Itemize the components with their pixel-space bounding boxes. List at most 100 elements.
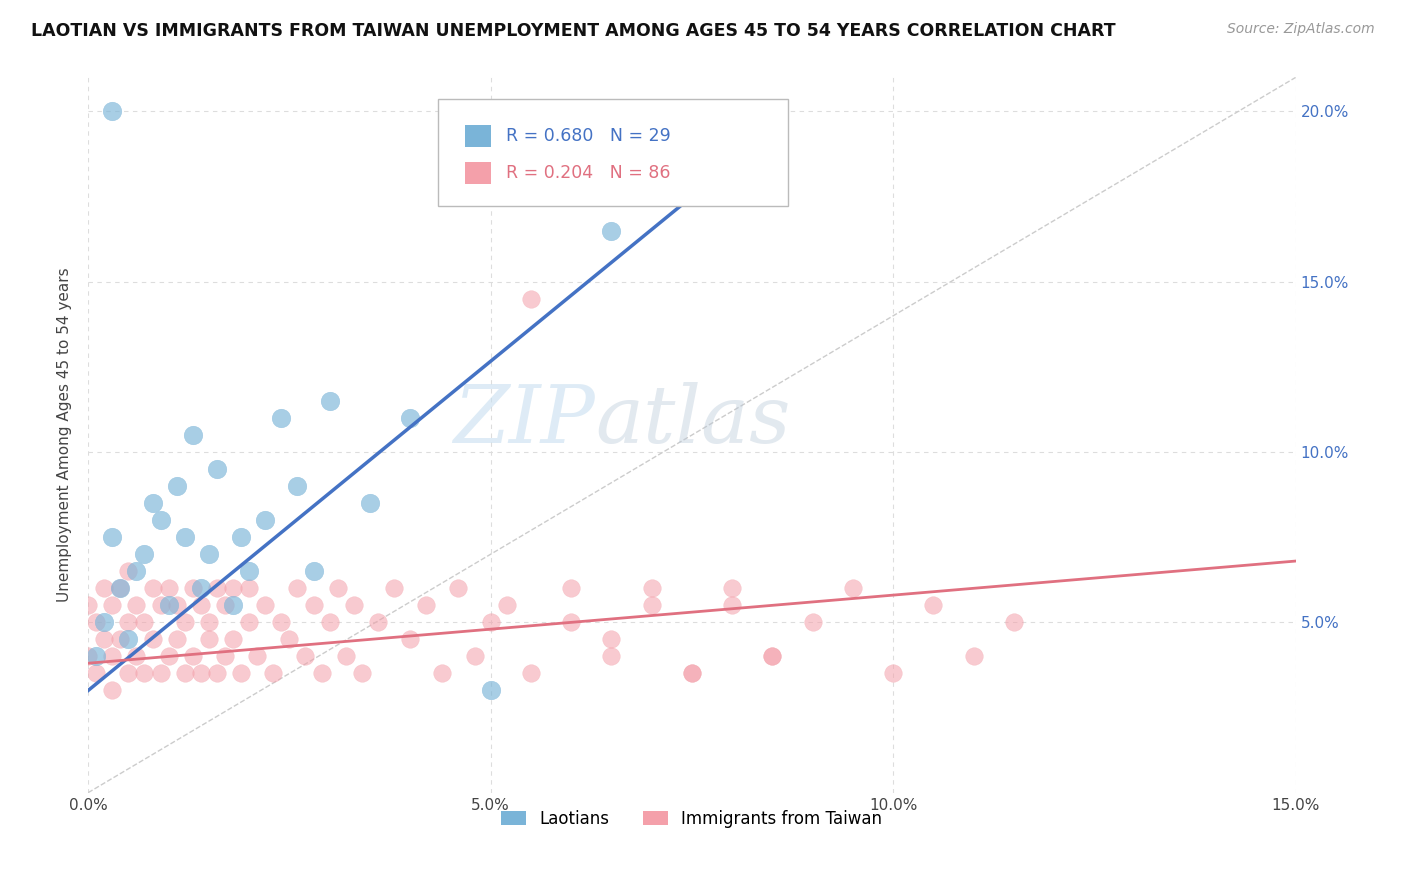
Point: [101, 649, 124, 664]
Point: [190, 582, 212, 596]
Point: [101, 599, 124, 613]
Point: [681, 666, 703, 681]
Point: [479, 615, 502, 630]
Point: [198, 547, 221, 561]
Point: [141, 632, 163, 647]
Point: [125, 649, 148, 664]
Point: [222, 632, 245, 647]
Point: [246, 649, 269, 664]
Point: [962, 649, 984, 664]
Point: [117, 564, 139, 578]
Point: [761, 649, 783, 664]
Point: [382, 582, 405, 596]
Point: [117, 666, 139, 681]
Point: [560, 582, 582, 596]
Point: [166, 479, 188, 493]
Point: [93, 582, 115, 596]
Point: [343, 599, 366, 613]
Point: [134, 666, 156, 681]
Point: [173, 530, 195, 544]
Point: [101, 104, 124, 119]
Point: [842, 582, 865, 596]
Point: [238, 582, 260, 596]
Point: [110, 582, 132, 596]
Point: [84, 666, 107, 681]
Point: [640, 582, 662, 596]
Point: [238, 564, 260, 578]
Point: [157, 649, 180, 664]
Point: [166, 632, 188, 647]
Point: [520, 666, 543, 681]
Point: [801, 615, 824, 630]
Point: [93, 615, 115, 630]
Point: [302, 599, 325, 613]
Point: [181, 649, 204, 664]
Point: [238, 615, 260, 630]
Point: [93, 632, 115, 647]
Point: [287, 582, 309, 596]
Point: [222, 582, 245, 596]
Point: [432, 666, 454, 681]
Text: ZIP: ZIP: [454, 382, 595, 459]
Point: [173, 615, 195, 630]
Point: [464, 649, 486, 664]
Point: [77, 649, 100, 664]
FancyBboxPatch shape: [465, 125, 492, 146]
FancyBboxPatch shape: [465, 162, 492, 184]
Point: [110, 582, 132, 596]
Point: [117, 632, 139, 647]
Point: [222, 599, 245, 613]
Point: [479, 683, 502, 698]
Point: [157, 599, 180, 613]
Point: [270, 615, 292, 630]
Point: [761, 649, 783, 664]
Point: [399, 411, 422, 425]
Point: [721, 599, 744, 613]
Point: [600, 224, 623, 238]
Point: [181, 582, 204, 596]
Point: [125, 599, 148, 613]
Point: [134, 615, 156, 630]
Point: [229, 666, 252, 681]
Point: [214, 599, 236, 613]
Text: R = 0.680   N = 29: R = 0.680 N = 29: [506, 127, 671, 145]
Point: [254, 513, 277, 527]
Point: [198, 632, 221, 647]
Point: [359, 496, 381, 510]
Point: [101, 530, 124, 544]
FancyBboxPatch shape: [439, 99, 789, 206]
Point: [681, 666, 703, 681]
Point: [302, 564, 325, 578]
Point: [141, 582, 163, 596]
Point: [166, 599, 188, 613]
Point: [101, 683, 124, 698]
Point: [205, 582, 228, 596]
Point: [640, 599, 662, 613]
Point: [149, 599, 172, 613]
Point: [190, 599, 212, 613]
Point: [77, 599, 100, 613]
Point: [134, 547, 156, 561]
Y-axis label: Unemployment Among Ages 45 to 54 years: Unemployment Among Ages 45 to 54 years: [58, 268, 72, 602]
Point: [326, 582, 349, 596]
Text: LAOTIAN VS IMMIGRANTS FROM TAIWAN UNEMPLOYMENT AMONG AGES 45 TO 54 YEARS CORRELA: LAOTIAN VS IMMIGRANTS FROM TAIWAN UNEMPL…: [31, 22, 1115, 40]
Point: [318, 394, 340, 409]
Point: [205, 462, 228, 476]
Point: [399, 632, 422, 647]
Text: Source: ZipAtlas.com: Source: ZipAtlas.com: [1227, 22, 1375, 37]
Point: [110, 632, 132, 647]
Point: [262, 666, 284, 681]
Point: [600, 632, 623, 647]
Point: [287, 479, 309, 493]
Point: [1002, 615, 1025, 630]
Point: [157, 582, 180, 596]
Point: [335, 649, 357, 664]
Point: [181, 428, 204, 442]
Point: [117, 615, 139, 630]
Point: [415, 599, 437, 613]
Point: [600, 649, 623, 664]
Point: [214, 649, 236, 664]
Point: [190, 666, 212, 681]
Point: [350, 666, 373, 681]
Point: [84, 649, 107, 664]
